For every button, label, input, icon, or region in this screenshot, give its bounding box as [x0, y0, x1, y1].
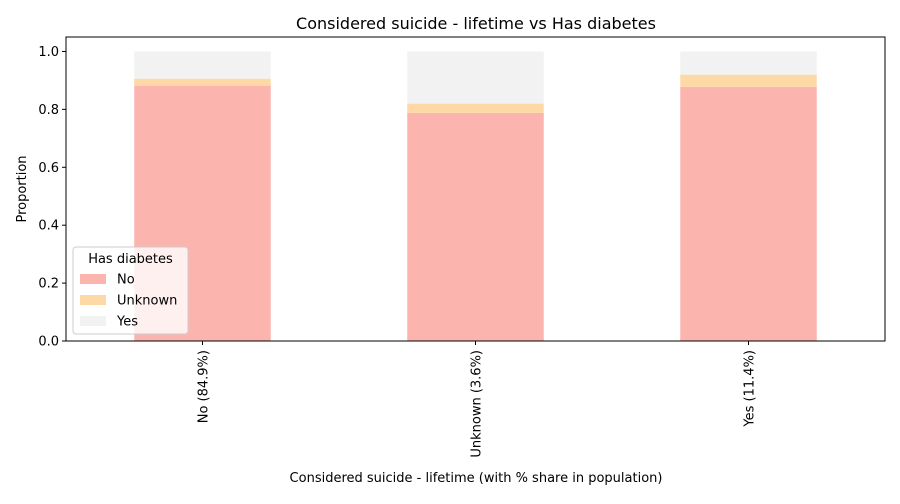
- legend-swatch-yes: [80, 316, 106, 326]
- legend: Has diabetes No Unknown Yes: [72, 246, 189, 335]
- x-tick-label-2: Yes (11.4%): [743, 350, 758, 428]
- bar-unknown-2: [680, 74, 817, 87]
- bar-no-1: [407, 112, 544, 341]
- bar-unknown-0: [134, 78, 271, 86]
- bar-unknown-1: [407, 103, 544, 113]
- y-tick-label-1: 0.2: [38, 277, 59, 292]
- y-axis-label: Proportion: [15, 155, 30, 222]
- legend-label-yes: Yes: [116, 315, 138, 330]
- y-axis: 0.0 0.2 0.4 0.6 0.8 1.0: [38, 45, 66, 350]
- x-tick-label-0: No (84.9%): [197, 350, 212, 423]
- x-axis: No (84.9%) Unknown (3.6%) Yes (11.4%): [197, 341, 758, 458]
- y-tick-label-4: 0.8: [38, 103, 59, 118]
- legend-label-unknown: Unknown: [117, 294, 177, 309]
- legend-swatch-unknown: [80, 295, 106, 305]
- legend-title: Has diabetes: [88, 252, 173, 267]
- y-tick-label-3: 0.6: [38, 161, 59, 176]
- bar-yes-1: [407, 51, 544, 104]
- legend-items: No Unknown Yes: [80, 273, 177, 330]
- bars-layer: [134, 51, 817, 341]
- chart-title: Considered suicide - lifetime vs Has dia…: [296, 14, 656, 33]
- bar-no-2: [680, 86, 817, 341]
- y-tick-label-0: 0.0: [38, 335, 59, 350]
- x-axis-label: Considered suicide - lifetime (with % sh…: [290, 471, 663, 486]
- legend-label-no: No: [117, 273, 135, 288]
- x-tick-label-1: Unknown (3.6%): [470, 350, 485, 458]
- bar-yes-0: [134, 51, 271, 79]
- y-tick-label-2: 0.4: [38, 219, 59, 234]
- y-tick-label-5: 1.0: [38, 45, 59, 60]
- legend-swatch-no: [80, 274, 106, 284]
- bar-yes-2: [680, 51, 817, 75]
- legend-box: [72, 246, 189, 335]
